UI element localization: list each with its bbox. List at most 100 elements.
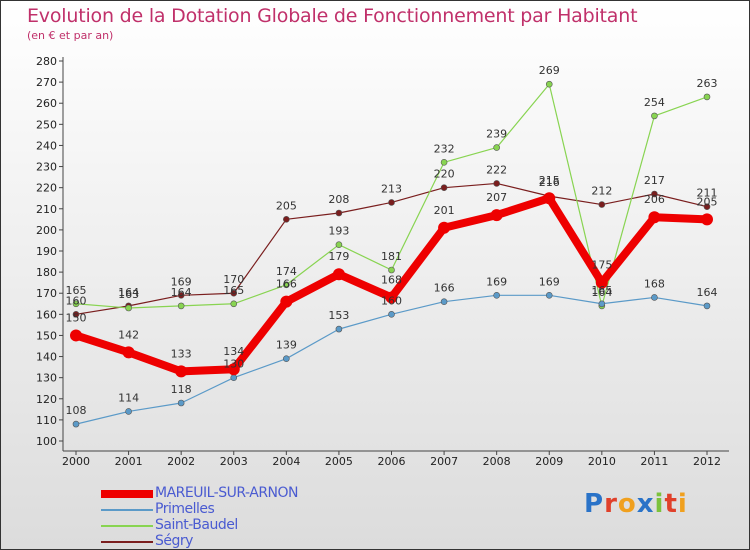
legend-swatch	[101, 541, 153, 543]
data-label-saint-baudel: 269	[539, 64, 560, 77]
data-point-mareuil-sur-arnon	[280, 295, 293, 308]
logo-letter: o	[617, 489, 637, 519]
y-tick-label: 150	[36, 329, 57, 342]
x-tick-label: 2006	[378, 455, 406, 468]
y-tick-label: 170	[36, 287, 57, 300]
y-tick-label: 240	[36, 139, 57, 152]
y-tick-label: 260	[36, 97, 57, 110]
data-point-s-gry	[335, 209, 343, 217]
data-point-s-gry	[283, 216, 290, 223]
data-point-s-gry	[493, 180, 500, 187]
legend-label: Saint-Baudel	[155, 517, 238, 533]
data-label-primelles: 169	[486, 275, 507, 288]
data-label-s-gry: 217	[644, 174, 665, 187]
data-label-s-gry: 212	[591, 185, 612, 198]
data-point-s-gry	[703, 203, 711, 210]
logo-letter: x	[636, 489, 655, 519]
x-tick-label: 2005	[325, 455, 353, 468]
data-point-s-gry	[230, 289, 238, 297]
logo-letter: r	[604, 489, 618, 519]
data-label-s-gry: 169	[171, 275, 192, 288]
y-tick-label: 200	[36, 224, 57, 237]
data-label-s-gry: 213	[381, 182, 402, 195]
data-point-mareuil-sur-arnon	[122, 346, 135, 359]
data-label-mareuil-sur-arnon: 215	[539, 174, 560, 187]
data-label-primelles: 130	[223, 358, 244, 371]
data-label-mareuil-sur-arnon: 205	[697, 195, 718, 208]
data-point-saint-baudel	[72, 300, 80, 308]
logo-letter: i	[677, 489, 688, 519]
data-label-s-gry: 205	[276, 199, 297, 212]
data-point-mareuil-sur-arnon	[543, 192, 556, 205]
data-point-saint-baudel	[651, 112, 658, 120]
data-point-s-gry	[388, 199, 395, 206]
data-label-mareuil-sur-arnon: 201	[434, 204, 455, 217]
proxiti-logo: Proxiti	[584, 489, 688, 519]
data-label-s-gry: 211	[697, 187, 718, 200]
data-label-primelles: 118	[171, 383, 192, 396]
data-point-saint-baudel	[125, 304, 132, 312]
data-label-saint-baudel: 165	[223, 284, 244, 297]
data-point-primelles	[440, 298, 448, 305]
x-tick-label: 2011	[640, 455, 668, 468]
data-point-s-gry	[651, 190, 658, 198]
x-tick-label: 2003	[220, 455, 248, 468]
y-tick-label: 180	[36, 266, 57, 279]
data-point-s-gry	[598, 201, 606, 208]
data-point-mareuil-sur-arnon	[385, 291, 398, 304]
data-label-mareuil-sur-arnon: 175	[591, 259, 612, 272]
y-tick-label: 160	[36, 308, 57, 321]
x-tick-label: 2009	[535, 455, 563, 468]
data-label-primelles: 164	[697, 286, 718, 299]
data-label-s-gry: 220	[434, 168, 455, 181]
data-point-primelles	[703, 302, 711, 310]
legend-label: Primelles	[155, 501, 215, 517]
data-label-saint-baudel: 263	[697, 77, 718, 90]
data-point-mareuil-sur-arnon	[70, 329, 82, 342]
logo-letter: i	[654, 489, 665, 519]
data-point-s-gry	[440, 184, 448, 191]
x-tick-label: 2010	[588, 455, 616, 468]
legend-label: Ségry	[155, 533, 193, 549]
data-label-mareuil-sur-arnon: 133	[171, 347, 192, 360]
data-label-s-gry: 164	[118, 286, 139, 299]
data-point-s-gry	[177, 292, 185, 299]
y-tick-label: 190	[36, 245, 57, 258]
logo-letter: P	[584, 489, 605, 519]
data-label-mareuil-sur-arnon: 206	[644, 193, 665, 206]
data-point-primelles	[283, 355, 290, 362]
data-label-saint-baudel: 164	[591, 286, 612, 299]
data-point-mareuil-sur-arnon	[227, 363, 240, 376]
y-tick-label: 270	[36, 76, 57, 89]
data-point-saint-baudel	[335, 241, 343, 248]
x-tick-label: 2004	[272, 455, 300, 468]
logo-letter: t	[664, 489, 678, 519]
data-label-saint-baudel: 254	[644, 96, 665, 109]
data-point-primelles	[493, 292, 500, 299]
data-point-primelles	[177, 399, 185, 407]
data-point-saint-baudel	[440, 159, 448, 166]
data-point-saint-baudel	[177, 302, 185, 310]
data-label-s-gry: 208	[328, 193, 349, 206]
data-label-primelles: 153	[328, 309, 349, 322]
chart-title: Evolution de la Dotation Globale de Fonc…	[27, 5, 638, 27]
y-tick-label: 130	[36, 372, 57, 385]
data-point-primelles	[125, 408, 132, 415]
data-point-primelles	[230, 374, 238, 381]
x-tick-label: 2002	[167, 455, 195, 468]
data-point-mareuil-sur-arnon	[175, 365, 188, 378]
y-tick-label: 120	[36, 393, 57, 406]
data-point-saint-baudel	[545, 80, 553, 88]
y-tick-label: 220	[36, 182, 57, 195]
y-tick-label: 140	[36, 351, 57, 364]
data-label-s-gry: 222	[486, 163, 507, 176]
y-tick-label: 280	[36, 55, 57, 68]
legend-swatch	[101, 490, 153, 498]
data-label-primelles: 168	[644, 277, 665, 290]
y-tick-label: 100	[36, 435, 57, 448]
y-tick-label: 250	[36, 118, 57, 131]
data-point-saint-baudel	[230, 300, 238, 308]
data-label-saint-baudel: 239	[486, 128, 507, 141]
data-label-s-gry: 160	[66, 294, 87, 307]
